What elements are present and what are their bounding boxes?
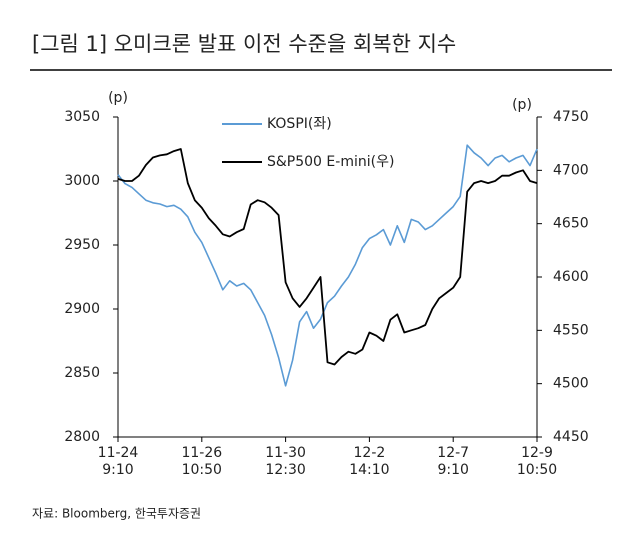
y-tick-label: 2850 (64, 365, 100, 381)
x-tick-label: 12-9 10:50 (516, 445, 558, 478)
y2-tick-label: 4750 (553, 109, 589, 125)
legend-label: KOSPI(좌) (267, 116, 332, 132)
x-tick-label: 12-2 14:10 (349, 445, 390, 478)
x-tick-label: 11-26 10:50 (181, 445, 223, 478)
y-axis-unit: (p) (108, 90, 128, 106)
legend-label: S&P500 E-mini(우) (267, 154, 394, 170)
x-tick-label: 11-24 9:10 (97, 445, 139, 478)
y2-tick-label: 4450 (553, 429, 589, 445)
y2-tick-label: 4550 (553, 322, 589, 338)
y-tick-label: 2800 (64, 429, 100, 445)
series-line (117, 144, 538, 387)
y2-tick-label: 4600 (553, 269, 589, 285)
x-tick-label: 11-30 12:30 (265, 445, 306, 478)
source-note: 자료: Bloomberg, 한국투자증권 (32, 507, 201, 521)
y-tick-label: 2900 (64, 301, 100, 317)
y2-tick-label: 4700 (553, 162, 589, 178)
y-tick-label: 3000 (64, 173, 100, 189)
y-tick-label: 2950 (64, 237, 100, 253)
y2-tick-label: 4500 (553, 376, 589, 392)
chart-title: [그림 1] 오미크론 발표 이전 수준을 회복한 지수 (32, 32, 456, 56)
series-line (117, 148, 538, 366)
y2-axis-unit: (p) (512, 97, 532, 113)
x-tick-label: 12-7 9:10 (437, 445, 470, 478)
y2-tick-label: 4650 (553, 216, 589, 232)
y-tick-label: 3050 (64, 109, 100, 125)
